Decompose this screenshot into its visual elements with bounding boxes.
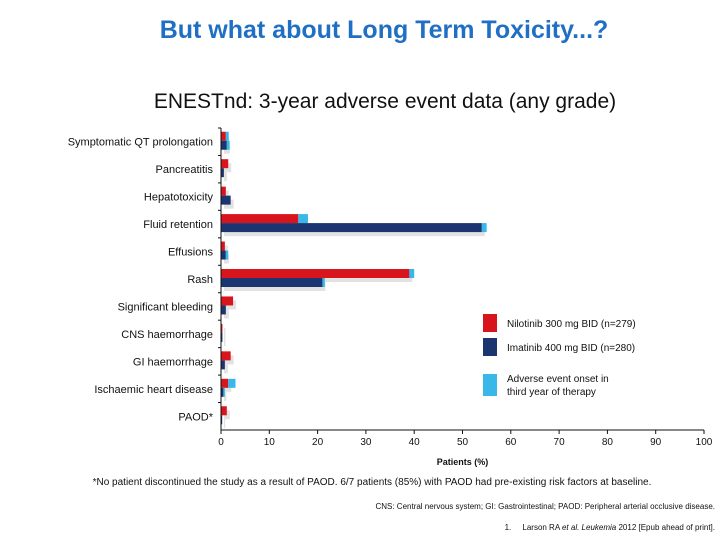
footnote: *No patient discontinued the study as a … — [92, 477, 652, 488]
bar-nilotinib-effusions — [221, 241, 225, 251]
bar-shadow — [224, 391, 227, 401]
adverse-event-bar-chart: Symptomatic QT prolongation Pancreatitis H… — [68, 127, 713, 467]
legend-onset-line1: Adverse event onset in — [507, 374, 609, 385]
category-label-rash: Rash — [187, 274, 213, 286]
bar-imatinib--rash — [221, 278, 323, 287]
reference-etal: et al. — [561, 523, 580, 532]
slide-subtitle: ENESTnd: 3-year adverse event data (any … — [153, 90, 617, 113]
bar-shadow — [224, 410, 230, 420]
x-tick-label-60: 60 — [505, 437, 517, 448]
bar-nilotinib-cns-haemorrhage — [221, 323, 223, 333]
category-label-cns-haemorrhage: CNS haemorrhage — [121, 329, 213, 341]
bar-onset-imatinib--rash — [322, 278, 325, 287]
x-tick-label-100: 100 — [696, 437, 713, 448]
category-label-pancreatitis: Pancreatitis — [156, 164, 214, 176]
category-label-effusions: Effusions — [168, 247, 214, 259]
legend-swatch-imatinib — [483, 338, 497, 356]
category-label-ischaemic-heart-disease: Ischaemic heart disease — [94, 384, 213, 396]
bar-shadow — [224, 419, 226, 429]
bar-onset-imatinib--effusions — [225, 250, 229, 260]
x-tick-label-20: 20 — [312, 437, 324, 448]
legend-onset-line2: third year of therapy — [507, 387, 596, 398]
axis-layer: Symptomatic QT prolongation Pancreatitis H… — [68, 127, 713, 467]
bar-imatinib--hepatotoxicity — [221, 195, 231, 205]
x-tick-label-40: 40 — [409, 437, 421, 448]
reference-journal: Leukemia — [581, 523, 617, 532]
bar-onset-imatinib--fluid-retention — [481, 223, 487, 233]
bar-nilotinib-significant-bleeding — [221, 296, 234, 306]
bar-nilotinib-paod — [221, 406, 227, 416]
bar-shadow — [224, 309, 229, 319]
bar-imatinib--paod — [221, 415, 223, 425]
category-label-symptomatic-qt-prolongation: Symptomatic QT prolongation — [68, 137, 213, 149]
reference-rest: 2012 [Epub ahead of print]. — [618, 523, 715, 532]
legend-label-nilotinib: Nilotinib 300 mg BID (n=279) — [507, 319, 636, 330]
legend-swatch-onset — [483, 374, 497, 396]
bar-nilotinib-hepatotoxicity — [221, 186, 226, 196]
reference-number: 1. — [504, 523, 512, 532]
x-tick-label-50: 50 — [457, 437, 469, 448]
x-tick-label-90: 90 — [650, 437, 662, 448]
bar-onset-nilotinib-symptomatic-qt-prolongation — [225, 131, 229, 141]
bar-shadow — [224, 190, 229, 200]
bar-onset-nilotinib-rash — [409, 269, 415, 278]
bar-imatinib--ischaemic-heart-disease — [221, 387, 224, 397]
x-axis-title: Patients (%) — [437, 457, 489, 467]
bar-nilotinib-pancreatitis — [221, 159, 229, 169]
slide-title: But what about Long Term Toxicity...? — [159, 16, 609, 44]
x-tick-label-70: 70 — [554, 437, 566, 448]
bar-shadow — [224, 245, 228, 255]
bar-nilotinib-fluid-retention — [221, 214, 299, 224]
category-label-hepatotoxicity: Hepatotoxicity — [144, 192, 214, 204]
bar-nilotinib-gi-haemorrhage — [221, 351, 231, 361]
category-label-significant-bleeding: Significant bleeding — [118, 301, 213, 313]
legend: Nilotinib 300 mg BID (n=279) Imatinib 40… — [483, 314, 636, 398]
bar-onset-imatinib--symptomatic-qt-prolongation — [226, 140, 230, 150]
reference-authors: Larson RA — [522, 523, 560, 532]
bar-nilotinib-ischaemic-heart-disease — [221, 378, 229, 388]
bar-shadow — [224, 327, 226, 337]
category-label-paod: PAOD* — [178, 411, 213, 423]
bars-layer — [221, 131, 487, 429]
bar-onset-nilotinib-ischaemic-heart-disease — [228, 378, 236, 388]
bar-nilotinib-symptomatic-qt-prolongation — [221, 131, 226, 141]
x-tick-label-30: 30 — [360, 437, 372, 448]
bar-imatinib--cns-haemorrhage — [221, 332, 223, 342]
abbreviations-note: CNS: Central nervous system; GI: Gastroi… — [375, 502, 715, 511]
bar-onset-imatinib--ischaemic-heart-disease — [223, 387, 225, 397]
legend-label-imatinib: Imatinib 400 mg BID (n=280) — [507, 343, 635, 354]
bar-imatinib--symptomatic-qt-prolongation — [221, 140, 227, 150]
bar-shadow — [224, 336, 226, 346]
bar-shadow — [224, 364, 228, 374]
bar-onset-nilotinib-fluid-retention — [298, 214, 308, 224]
bar-imatinib--pancreatitis — [221, 168, 224, 178]
bar-imatinib--effusions — [221, 250, 226, 260]
x-tick-label-80: 80 — [602, 437, 614, 448]
category-label-fluid-retention: Fluid retention — [143, 219, 213, 231]
bar-nilotinib-rash — [221, 269, 410, 278]
bar-imatinib--gi-haemorrhage — [221, 360, 225, 370]
reference-citation: 1. Larson RA et al. Leukemia 2012 [Epub … — [505, 523, 715, 532]
legend-swatch-nilotinib — [483, 314, 497, 332]
legend-label-onset: Adverse event onset in third year of the… — [507, 374, 612, 398]
x-tick-label-10: 10 — [264, 437, 276, 448]
category-label-gi-haemorrhage: GI haemorrhage — [133, 356, 213, 368]
bar-shadow — [224, 172, 227, 182]
bar-imatinib--significant-bleeding — [221, 305, 226, 315]
x-tick-label-0: 0 — [218, 437, 224, 448]
bar-imatinib--fluid-retention — [221, 223, 482, 233]
